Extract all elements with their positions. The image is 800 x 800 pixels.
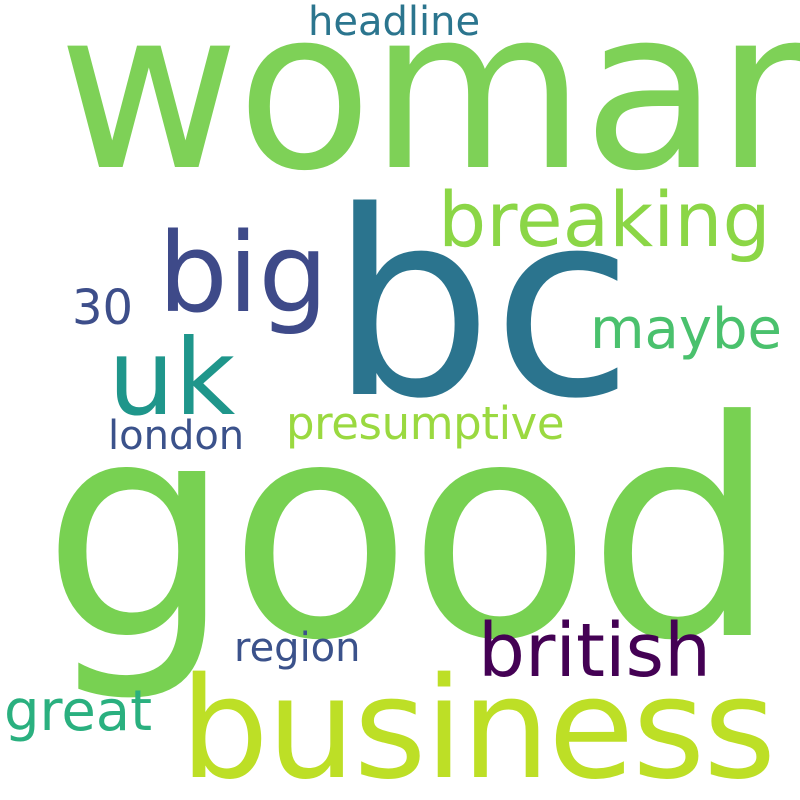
word-uk: uk — [108, 317, 236, 439]
word-30: 30 — [72, 280, 134, 336]
word-business: business — [180, 648, 776, 800]
word-bc: bc — [330, 157, 634, 455]
word-london: london — [108, 413, 245, 459]
word-woman: woman — [58, 0, 800, 220]
word-great: great — [4, 679, 153, 744]
word-british: british — [478, 608, 711, 694]
word-big: big — [158, 209, 329, 337]
word-breaking: breaking — [438, 175, 771, 264]
word-maybe: maybe — [590, 297, 783, 362]
word-good: good — [42, 357, 778, 706]
word-region: region — [234, 625, 361, 671]
word-presumptive: presumptive — [286, 397, 565, 450]
word-headline: headline — [308, 0, 481, 45]
